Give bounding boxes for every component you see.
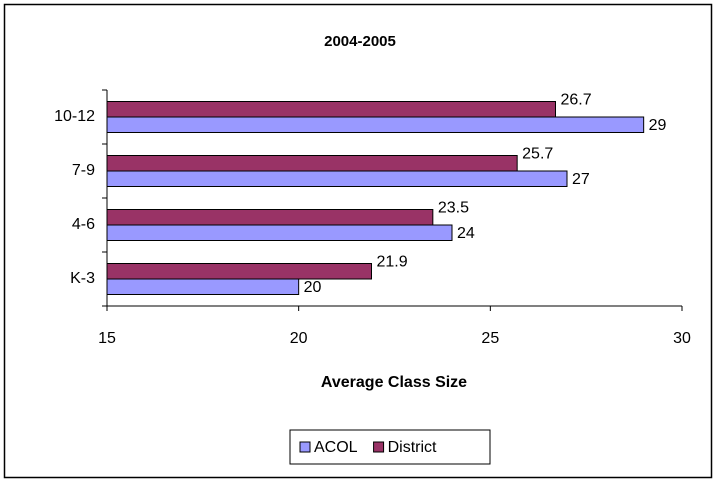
data-label: 27 [572, 171, 590, 188]
legend-label: ACOL [314, 439, 358, 456]
legend-swatch [299, 441, 311, 453]
data-label: 23.5 [438, 200, 469, 217]
bar [106, 263, 372, 280]
data-label: 20 [304, 279, 322, 296]
x-tick-label: 20 [290, 330, 308, 347]
bar [106, 101, 556, 118]
data-label: 24 [457, 225, 475, 242]
y-tick-label: 7-9 [72, 162, 95, 179]
legend-swatch [373, 441, 385, 453]
x-axis-label: Average Class Size [321, 374, 467, 391]
x-tick-label: 30 [673, 330, 691, 347]
chart-title: 2004-2005 [324, 33, 396, 50]
data-label: 25.7 [522, 146, 553, 163]
bar [106, 116, 645, 133]
y-tick-label: 4-6 [72, 216, 95, 233]
bar [106, 224, 453, 241]
y-tick-label: K-3 [70, 270, 95, 287]
bar [106, 278, 300, 295]
x-tick-label: 25 [481, 330, 499, 347]
bar [106, 209, 434, 226]
data-label: 21.9 [377, 254, 408, 271]
y-tick-label: 10-12 [54, 108, 95, 125]
bar [106, 170, 568, 187]
bar [106, 155, 518, 172]
data-label: 26.7 [561, 92, 592, 109]
data-label: 29 [649, 117, 667, 134]
legend-label: District [388, 439, 437, 456]
legend-box [289, 429, 491, 465]
x-tick-label: 15 [98, 330, 116, 347]
